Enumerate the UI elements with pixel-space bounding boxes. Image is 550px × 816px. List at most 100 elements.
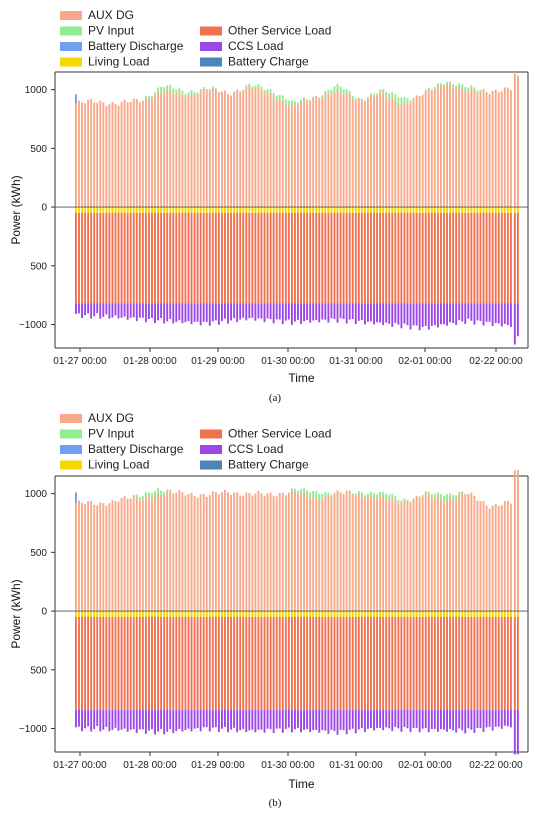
bar-ccs-load bbox=[236, 303, 239, 323]
bar-ccs-load bbox=[297, 709, 299, 728]
bar-aux-dg bbox=[406, 501, 409, 612]
bar-living-load bbox=[391, 611, 394, 617]
bar-living-load bbox=[388, 207, 391, 213]
bar-other-service-load bbox=[148, 616, 150, 710]
bar-other-service-load bbox=[126, 212, 129, 304]
bar-ccs-load bbox=[214, 709, 217, 728]
bar-pv-input bbox=[354, 98, 357, 101]
bar-other-service-load bbox=[491, 616, 494, 710]
bar-ccs-load bbox=[421, 709, 424, 729]
bar-ccs-load bbox=[78, 303, 80, 314]
bar-living-load bbox=[427, 611, 430, 617]
bar-living-load bbox=[245, 611, 248, 617]
bar-aux-dg bbox=[138, 500, 141, 612]
bar-pv-input bbox=[272, 93, 275, 98]
bar-aux-dg bbox=[90, 99, 93, 208]
bar-aux-dg bbox=[117, 501, 120, 612]
bar-ccs-load bbox=[321, 709, 324, 731]
bar-ccs-load bbox=[132, 303, 135, 318]
bar-pv-input bbox=[433, 493, 436, 499]
bar-other-service-load bbox=[455, 616, 458, 710]
bar-other-service-load bbox=[163, 212, 166, 304]
bar-aux-dg bbox=[160, 494, 163, 612]
bar-ccs-load bbox=[157, 709, 160, 732]
bar-other-service-load bbox=[202, 212, 205, 304]
bar-aux-dg bbox=[473, 89, 476, 208]
bar-pv-input bbox=[360, 492, 363, 495]
bar-other-service-load bbox=[129, 616, 132, 710]
bar-pv-input bbox=[379, 492, 382, 497]
bar-living-load bbox=[412, 611, 415, 617]
bar-aux-dg bbox=[354, 100, 357, 208]
bar-living-load bbox=[300, 207, 302, 213]
bar-other-service-load bbox=[455, 212, 458, 304]
bar-other-service-load bbox=[242, 212, 245, 304]
bar-ccs-load bbox=[300, 303, 302, 324]
bar-aux-dg bbox=[217, 92, 220, 208]
bar-other-service-load bbox=[224, 616, 226, 710]
bar-ccs-load bbox=[516, 303, 519, 337]
bar-other-service-load bbox=[436, 212, 439, 304]
bar-ccs-load bbox=[187, 303, 190, 322]
bar-living-load bbox=[193, 611, 196, 617]
bar-pv-input bbox=[333, 492, 336, 494]
x-axis-label: Time bbox=[288, 777, 315, 791]
bar-ccs-load bbox=[199, 709, 202, 732]
bar-aux-dg bbox=[75, 503, 77, 612]
bar-ccs-load bbox=[379, 303, 382, 323]
bar-ccs-load bbox=[488, 709, 491, 727]
bar-aux-dg bbox=[184, 495, 187, 612]
bar-other-service-load bbox=[516, 616, 519, 710]
bar-aux-dg bbox=[163, 494, 166, 612]
bar-other-service-load bbox=[370, 616, 372, 710]
bar-other-service-load bbox=[418, 212, 421, 304]
bar-aux-dg bbox=[294, 491, 296, 612]
bar-other-service-load bbox=[221, 616, 223, 710]
bar-aux-dg bbox=[348, 93, 351, 208]
bar-ccs-load bbox=[491, 709, 494, 731]
bar-aux-dg bbox=[412, 498, 415, 612]
bar-other-service-load bbox=[509, 616, 512, 710]
bar-aux-dg bbox=[141, 499, 144, 612]
bar-aux-dg bbox=[205, 496, 208, 612]
bar-ccs-load bbox=[163, 303, 166, 324]
bar-ccs-load bbox=[257, 709, 260, 730]
bar-aux-dg bbox=[266, 92, 269, 208]
bar-ccs-load bbox=[315, 709, 318, 731]
bar-ccs-load bbox=[184, 303, 187, 323]
bar-other-service-load bbox=[342, 212, 345, 304]
bar-other-service-load bbox=[260, 616, 263, 710]
bar-other-service-load bbox=[473, 212, 476, 304]
bar-aux-dg bbox=[509, 503, 512, 612]
bar-pv-input bbox=[348, 91, 351, 94]
bar-living-load bbox=[187, 207, 190, 213]
bar-other-service-load bbox=[227, 212, 229, 304]
bar-ccs-load bbox=[436, 303, 439, 328]
bar-other-service-load bbox=[430, 616, 433, 710]
bar-pv-input bbox=[287, 100, 290, 106]
bar-pv-input bbox=[324, 91, 327, 94]
bar-aux-dg bbox=[294, 105, 296, 208]
bar-living-load bbox=[157, 207, 160, 213]
bar-pv-input bbox=[470, 85, 473, 89]
bar-aux-dg bbox=[497, 506, 500, 612]
bar-other-service-load bbox=[266, 212, 269, 304]
bar-living-load bbox=[327, 207, 330, 213]
bar-pv-input bbox=[297, 102, 299, 106]
bar-living-load bbox=[96, 207, 99, 213]
bar-ccs-load bbox=[500, 709, 503, 729]
bar-living-load bbox=[318, 207, 321, 213]
bar-aux-dg bbox=[440, 85, 442, 208]
bar-living-load bbox=[506, 611, 509, 617]
legend-entry: CCS Load bbox=[228, 39, 283, 53]
bar-ccs-load bbox=[421, 303, 424, 327]
bar-living-load bbox=[506, 207, 509, 213]
panel-caption: (b) bbox=[269, 797, 282, 809]
bar-living-load bbox=[306, 207, 309, 213]
bar-living-load bbox=[278, 611, 281, 617]
bar-aux-dg bbox=[306, 100, 309, 208]
bar-aux-dg bbox=[224, 90, 226, 208]
bar-pv-input bbox=[208, 88, 211, 91]
bar-aux-dg bbox=[230, 494, 233, 612]
bar-pv-input bbox=[144, 96, 147, 98]
